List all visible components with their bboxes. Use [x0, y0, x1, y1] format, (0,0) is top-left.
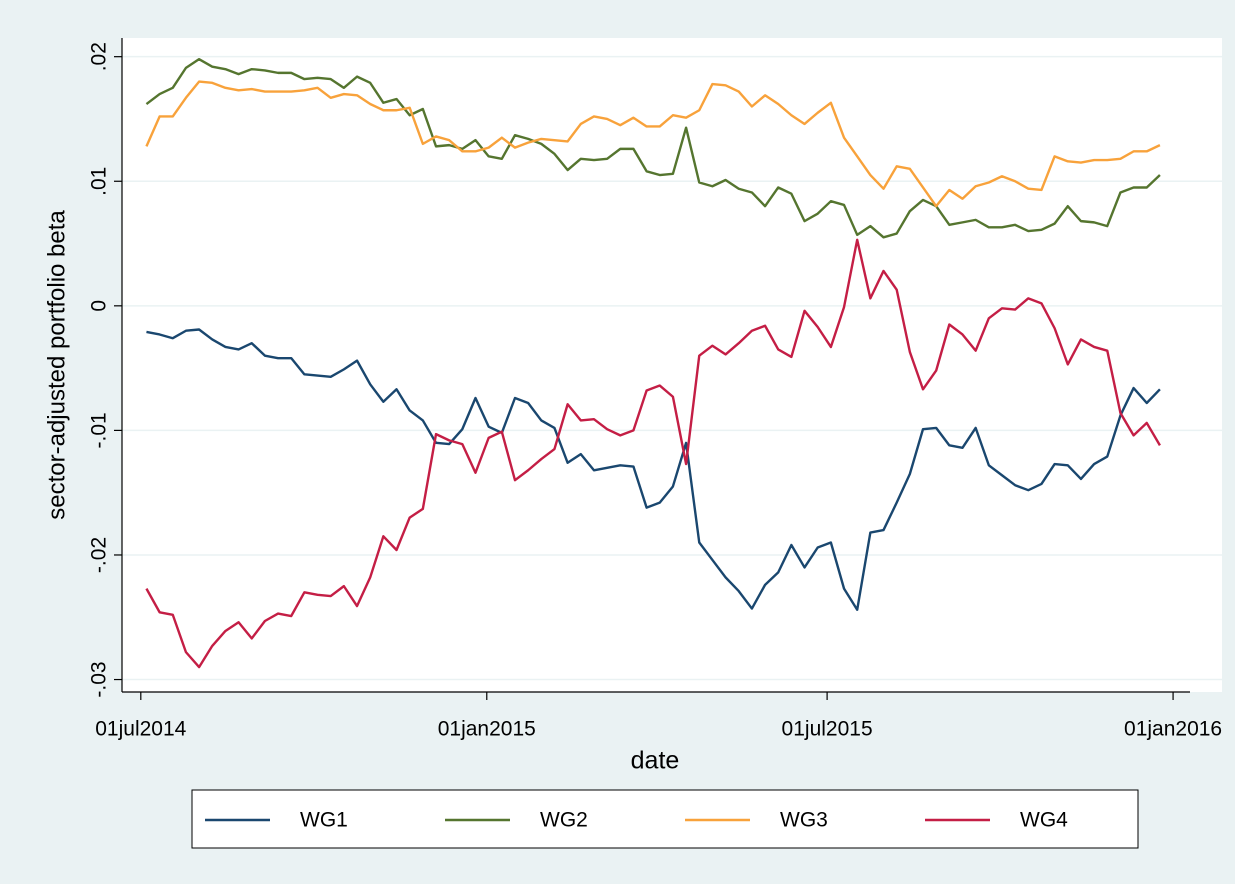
lines: [145, 57, 1161, 669]
series-line: [145, 80, 1161, 208]
y-tick-label: -.03: [88, 661, 111, 697]
y-tick-label: .02: [88, 42, 111, 71]
plot-background: [122, 38, 1222, 692]
grid: [122, 55, 1222, 681]
y-tick-label: -.02: [88, 537, 111, 573]
y-tick-label: 0: [88, 300, 111, 312]
x-tick-label: 01jan2016: [1124, 718, 1222, 741]
y-axis-title: sector-adjusted portfolio beta: [43, 210, 70, 520]
y-tick-label: .01: [88, 167, 111, 196]
series-line: [146, 328, 1161, 611]
legend-label: WG4: [1020, 809, 1068, 832]
y-tick-label: -.01: [88, 412, 111, 448]
ticks: -.03 -.02 -.01 0 .01 .02 01jul2014 01jan2015 01j…: [88, 42, 1223, 740]
legend-label: WG3: [780, 809, 828, 832]
x-tick-label: 01jul2015: [782, 718, 873, 741]
series-line: [145, 57, 1161, 239]
series-line: [145, 238, 1161, 669]
x-tick-label: 01jul2014: [95, 718, 186, 741]
legend-label: WG1: [300, 809, 348, 832]
legend: WG1 WG2 WG3 WG4: [205, 809, 1068, 832]
x-axis-title: date: [631, 747, 680, 775]
x-tick-label: 01jan2015: [438, 718, 536, 741]
legend-label: WG2: [540, 809, 588, 832]
